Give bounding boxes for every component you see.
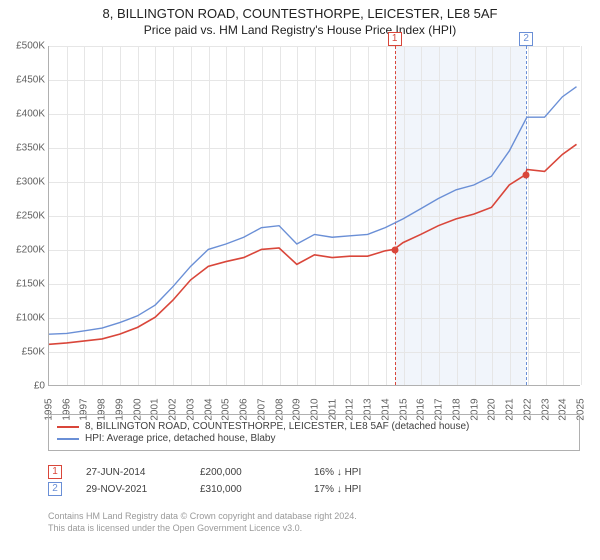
footer-line-1: Contains HM Land Registry data © Crown c… bbox=[48, 510, 580, 522]
sale-row-delta: 16% ↓ HPI bbox=[314, 467, 404, 478]
series-hpi bbox=[49, 87, 577, 334]
series-property bbox=[49, 144, 577, 344]
legend-swatch bbox=[57, 426, 79, 428]
footer-line-2: This data is licensed under the Open Gov… bbox=[48, 522, 580, 534]
legend-item: 8, BILLINGTON ROAD, COUNTESTHORPE, LEICE… bbox=[57, 421, 571, 432]
sale-marker-2: 2 bbox=[519, 32, 533, 46]
legend-item: HPI: Average price, detached house, Blab… bbox=[57, 433, 571, 444]
y-axis-tick: £350K bbox=[5, 143, 45, 154]
legend-label: 8, BILLINGTON ROAD, COUNTESTHORPE, LEICE… bbox=[85, 421, 469, 432]
footer-attribution: Contains HM Land Registry data © Crown c… bbox=[48, 510, 580, 534]
sale-row-date: 29-NOV-2021 bbox=[86, 484, 176, 495]
sale-point-dot bbox=[391, 247, 398, 254]
chart-subtitle: Price paid vs. HM Land Registry's House … bbox=[0, 23, 600, 37]
sale-marker-1: 1 bbox=[388, 32, 402, 46]
y-axis-tick: £450K bbox=[5, 75, 45, 86]
y-axis-tick: £150K bbox=[5, 279, 45, 290]
legend-label: HPI: Average price, detached house, Blab… bbox=[85, 433, 276, 444]
y-axis-tick: £400K bbox=[5, 109, 45, 120]
chart-title: 8, BILLINGTON ROAD, COUNTESTHORPE, LEICE… bbox=[0, 6, 600, 21]
sale-row-price: £310,000 bbox=[200, 484, 290, 495]
chart-legend: 8, BILLINGTON ROAD, COUNTESTHORPE, LEICE… bbox=[48, 414, 580, 451]
y-axis-tick: £100K bbox=[5, 313, 45, 324]
chart-plot-area: £0£50K£100K£150K£200K£250K£300K£350K£400… bbox=[48, 46, 580, 386]
sale-row: 2 29-NOV-2021 £310,000 17% ↓ HPI bbox=[48, 482, 580, 496]
sale-row: 1 27-JUN-2014 £200,000 16% ↓ HPI bbox=[48, 465, 580, 479]
y-axis-tick: £500K bbox=[5, 41, 45, 52]
sale-row-marker: 2 bbox=[48, 482, 62, 496]
y-axis-tick: £50K bbox=[5, 347, 45, 358]
sale-points-table: 1 27-JUN-2014 £200,000 16% ↓ HPI 2 29-NOV-202… bbox=[48, 462, 580, 499]
sale-point-dot bbox=[523, 172, 530, 179]
y-axis-tick: £300K bbox=[5, 177, 45, 188]
sale-row-marker: 1 bbox=[48, 465, 62, 479]
y-axis-tick: £200K bbox=[5, 245, 45, 256]
y-axis-tick: £250K bbox=[5, 211, 45, 222]
y-axis-tick: £0 bbox=[5, 381, 45, 392]
sale-row-delta: 17% ↓ HPI bbox=[314, 484, 404, 495]
sale-row-price: £200,000 bbox=[200, 467, 290, 478]
sale-row-date: 27-JUN-2014 bbox=[86, 467, 176, 478]
legend-swatch bbox=[57, 438, 79, 440]
